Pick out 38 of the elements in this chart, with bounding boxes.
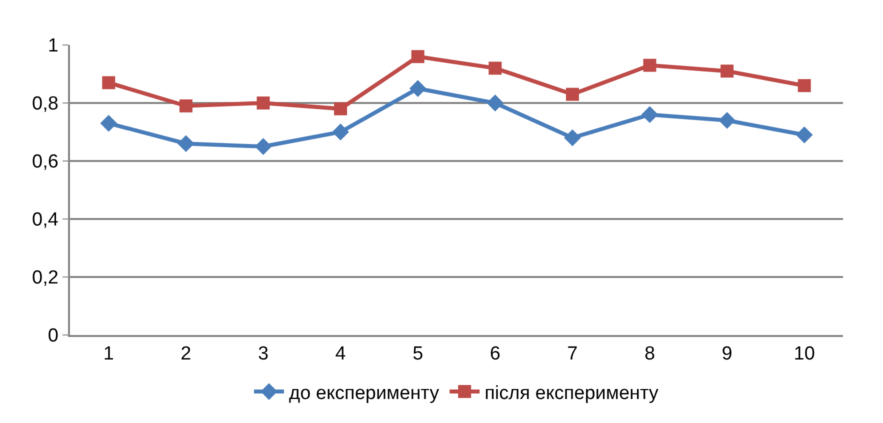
- point: [720, 64, 734, 78]
- x-tick-label: 3: [258, 344, 269, 365]
- point: [178, 135, 194, 152]
- y-tick-label: 0,8: [32, 94, 58, 115]
- point: [254, 138, 272, 155]
- point: [100, 114, 118, 132]
- x-tick-label: 5: [412, 344, 424, 365]
- point: [488, 62, 502, 75]
- x-tick-label: 10: [794, 344, 815, 365]
- point: [798, 79, 811, 92]
- point: [486, 94, 504, 112]
- x-tick-label: 9: [722, 344, 732, 365]
- point: [643, 58, 656, 72]
- point: [566, 88, 579, 101]
- x-tick-label: 1: [103, 344, 114, 365]
- y-tick-label: 0,2: [32, 268, 58, 289]
- point: [411, 50, 424, 64]
- point: [256, 96, 270, 110]
- point: [641, 106, 658, 124]
- y-tick-label: 0: [48, 326, 58, 347]
- y-tick-label: 0,6: [32, 152, 58, 173]
- y-tick-label: 1: [48, 36, 58, 57]
- point: [796, 126, 813, 144]
- point: [564, 129, 581, 146]
- point: [334, 102, 348, 116]
- x-tick-label: 2: [180, 344, 192, 365]
- x-tick-label: 6: [490, 344, 500, 365]
- point: [409, 80, 426, 97]
- y-tick-label: 0,4: [32, 210, 59, 231]
- x-tick-label: 4: [335, 344, 346, 365]
- x-tick-label: 8: [644, 344, 656, 365]
- point: [718, 112, 736, 129]
- point: [332, 124, 349, 140]
- point: [179, 99, 192, 112]
- legend-label: після експерименту: [484, 382, 659, 404]
- legend-label: до експерименту: [289, 382, 440, 404]
- x-tick-label: 7: [567, 344, 578, 365]
- point: [102, 76, 116, 90]
